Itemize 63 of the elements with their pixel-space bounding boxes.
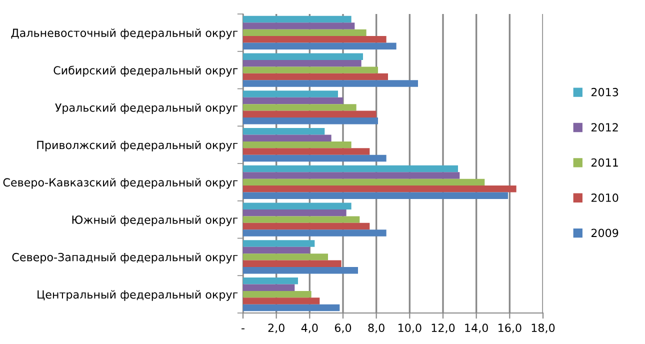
legend-label: 2009 (591, 228, 618, 238)
y-tick-label: Дальневосточный федеральный округ (11, 28, 238, 40)
bar (243, 240, 315, 247)
bar (243, 284, 295, 291)
bar (243, 42, 396, 50)
legend-label: 2011 (591, 158, 618, 167)
bar (243, 80, 418, 87)
y-tick-label: Центральный федеральный округ (38, 290, 238, 301)
bar (243, 66, 378, 74)
bar (243, 36, 386, 43)
bar (243, 22, 355, 30)
x-tick-label: 12,0 (432, 324, 455, 334)
x-tick-label: 4,0 (301, 324, 318, 334)
bar (243, 230, 386, 236)
bar (243, 165, 458, 172)
bar (243, 202, 352, 210)
bar (243, 186, 516, 192)
x-tick-label: 14,0 (465, 324, 488, 334)
legend-label: 2013 (591, 88, 618, 96)
bar (243, 118, 378, 124)
bar (243, 148, 370, 155)
bar (243, 298, 320, 304)
y-tick-label: Южный федеральный округ (72, 215, 238, 226)
bar (243, 222, 370, 230)
x-tick-label: - (242, 328, 244, 330)
bar (243, 290, 312, 298)
x-tick-label: 2,0 (268, 324, 284, 334)
bar (243, 246, 310, 254)
bar (243, 128, 325, 135)
x-tick-label: 10,0 (398, 324, 422, 334)
y-tick-label: Приволжский федеральный округ (37, 140, 238, 152)
bar (243, 104, 356, 111)
bar (243, 216, 360, 223)
bar (243, 304, 340, 312)
y-tick-label: Сибирский федеральный округ (54, 66, 238, 77)
bar (243, 260, 342, 268)
bar (243, 97, 343, 104)
bar (243, 154, 386, 162)
x-tick-label: 16,0 (498, 324, 522, 334)
bar (243, 90, 338, 98)
bar (243, 110, 376, 118)
bar (243, 192, 508, 200)
bar (243, 29, 366, 36)
bar (243, 141, 352, 148)
legend-label: 2010 (591, 194, 618, 202)
x-tick-label: 8,0 (368, 324, 384, 334)
bar (243, 53, 363, 60)
x-tick-label: 6,0 (334, 324, 352, 334)
y-tick-label: Северо-Западный федеральный округ (12, 252, 238, 264)
bar (243, 178, 485, 186)
bar (243, 254, 328, 260)
bar (243, 134, 332, 142)
x-tick-label: 18,0 (532, 324, 555, 334)
bar (243, 16, 352, 23)
bar (243, 277, 298, 284)
bar (243, 60, 362, 67)
y-tick-label: Уральский федеральный округ (55, 103, 238, 114)
legend-label: 2012 (591, 123, 618, 132)
bar (243, 209, 346, 216)
y-tick-label: Северо-Кавказский федеральный округ (3, 178, 238, 189)
bar (243, 267, 358, 274)
bar (243, 73, 388, 80)
bar (243, 172, 460, 179)
